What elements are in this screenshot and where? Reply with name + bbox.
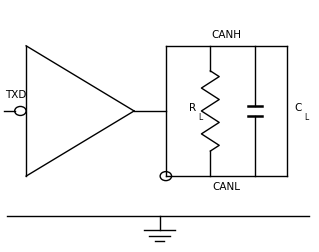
Text: C: C: [294, 104, 302, 113]
Text: CANH: CANH: [211, 30, 241, 40]
Text: CANL: CANL: [212, 182, 240, 192]
Text: L: L: [304, 113, 308, 122]
Text: L: L: [198, 113, 202, 122]
Text: R: R: [189, 104, 197, 113]
Text: TXD: TXD: [5, 90, 27, 100]
